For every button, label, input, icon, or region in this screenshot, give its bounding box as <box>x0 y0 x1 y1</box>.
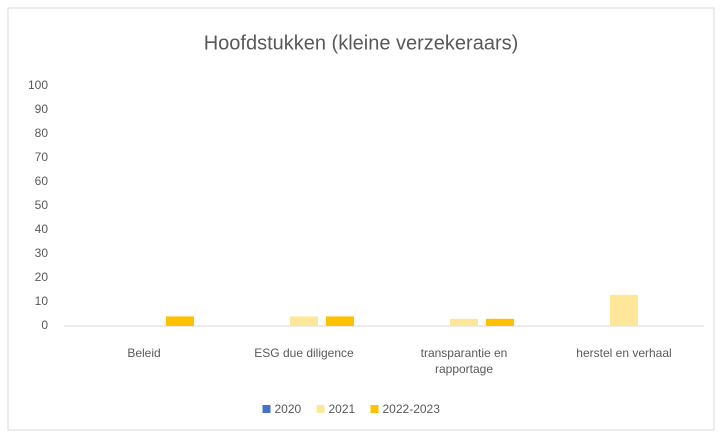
x-tick-label: herstel en verhaal <box>576 346 672 360</box>
legend-swatch <box>262 405 271 413</box>
y-tick-label: 90 <box>35 102 49 116</box>
x-tick-label: Beleid <box>127 346 161 360</box>
bar <box>450 318 478 326</box>
bar <box>326 316 354 326</box>
y-tick-label: 50 <box>35 198 49 212</box>
legend-swatch <box>370 405 379 413</box>
legend-label: 2020 <box>275 402 302 416</box>
x-tick-label: transparantie en rapportage <box>420 346 508 376</box>
y-tick-label: 70 <box>35 150 49 164</box>
legend-swatch <box>316 405 325 413</box>
legend-label: 2022-2023 <box>383 402 441 416</box>
chart-title: Hoofdstukken (kleine verzekeraars) <box>204 32 519 54</box>
y-tick-label: 10 <box>35 294 49 308</box>
y-tick-label: 100 <box>28 78 48 92</box>
y-tick-label: 0 <box>41 318 48 332</box>
y-tick-label: 30 <box>35 246 49 260</box>
legend-label: 2021 <box>329 402 356 416</box>
x-tick-label: ESG due diligence <box>254 346 354 360</box>
y-tick-label: 60 <box>35 174 49 188</box>
y-tick-label: 40 <box>35 222 49 236</box>
bar <box>486 318 514 326</box>
bar <box>290 316 318 326</box>
chart-border <box>7 7 715 431</box>
bar <box>610 294 638 326</box>
bar <box>166 316 194 326</box>
y-tick-label: 80 <box>35 126 49 140</box>
y-tick-label: 20 <box>35 270 49 284</box>
